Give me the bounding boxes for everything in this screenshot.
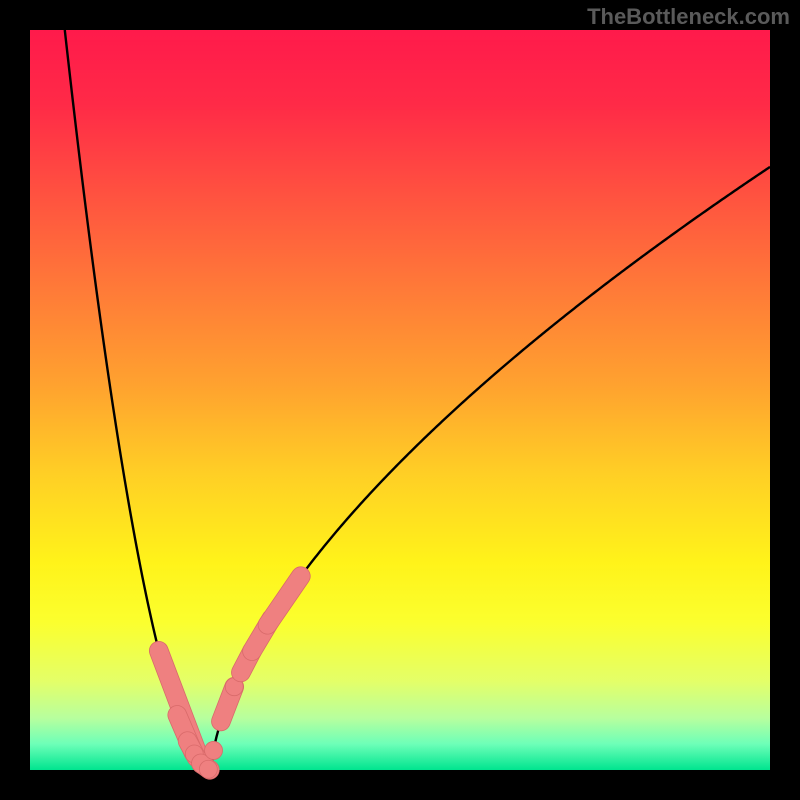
watermark-text: TheBottleneck.com [587,4,790,30]
bottleneck-chart [0,0,800,800]
curve-marker-dot [199,760,217,778]
plot-background [30,30,770,770]
chart-container: TheBottleneck.com [0,0,800,800]
curve-marker-dot [205,741,223,759]
